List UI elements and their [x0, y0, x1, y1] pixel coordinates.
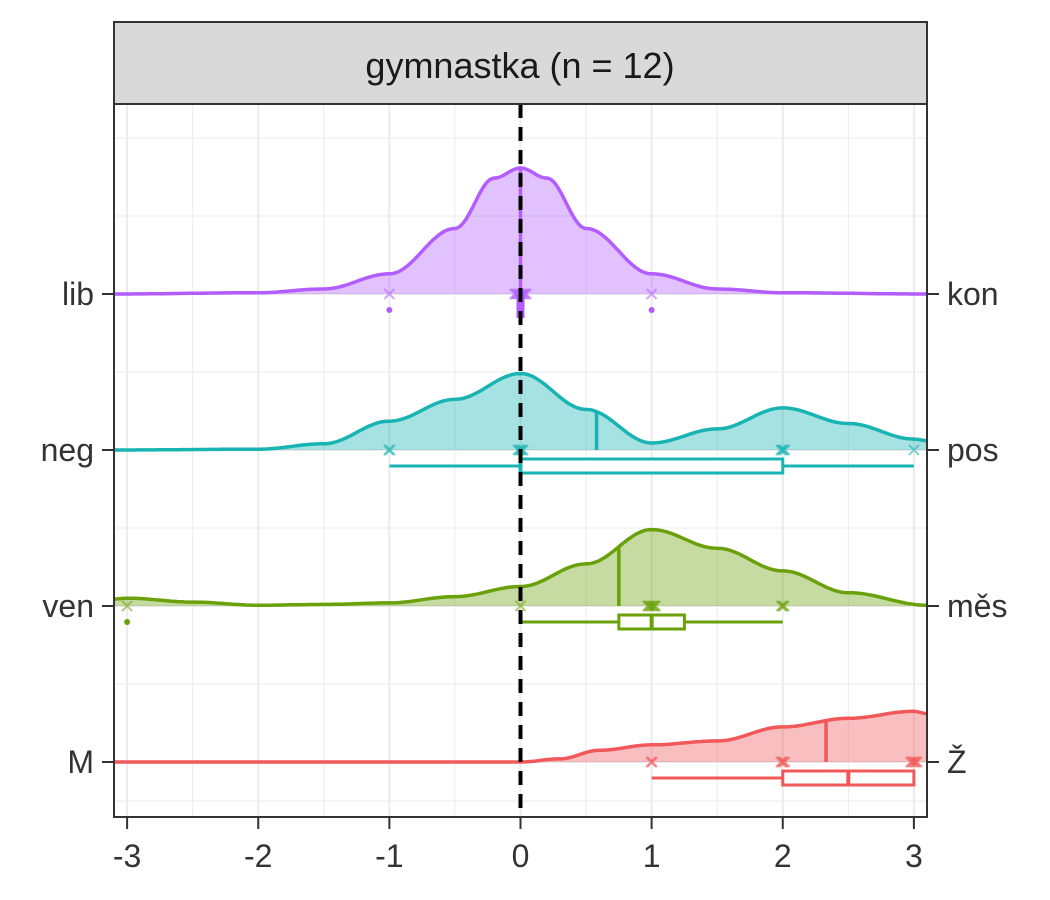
- density-area: [114, 529, 927, 606]
- x-tick-label: -3: [113, 838, 141, 874]
- ridge-row: [113, 527, 927, 631]
- y-label-right: kon: [947, 276, 999, 312]
- outlier-point: [124, 619, 131, 625]
- x-tick-label: -1: [375, 838, 403, 874]
- x-tick-label: 1: [643, 838, 661, 874]
- y-label-right: pos: [947, 432, 999, 468]
- data-point: [911, 756, 923, 768]
- strip-background: [113, 21, 928, 105]
- box: [519, 457, 785, 475]
- axes: lib kon neg pos ven měs M Ž -3 -2 -1 0 1 2 3: [41, 276, 1008, 874]
- data-point: [778, 600, 790, 612]
- data-point: [384, 444, 396, 456]
- x-tick-label: 2: [774, 838, 792, 874]
- strip-title: gymnastka (n = 12): [365, 45, 674, 86]
- y-label-left: neg: [41, 432, 94, 468]
- data-point: [514, 600, 527, 612]
- data-point: [649, 600, 662, 612]
- y-label-right: Ž: [947, 744, 967, 780]
- box: [516, 294, 525, 318]
- density-curve: [114, 371, 928, 452]
- data-point: [646, 756, 658, 768]
- x-tick-label: 3: [905, 838, 923, 874]
- data-point: [779, 756, 791, 768]
- y-label-right: měs: [947, 588, 1007, 624]
- y-label-left: M: [67, 744, 94, 780]
- density-curve: [113, 527, 927, 607]
- x-tick-label: 0: [512, 838, 530, 874]
- y-label-left: ven: [42, 588, 94, 624]
- outlier-point: [386, 307, 393, 313]
- data-point: [121, 600, 133, 612]
- data-point: [779, 444, 791, 456]
- x-tick-label: -2: [244, 838, 272, 874]
- density-area: [114, 711, 927, 762]
- data-point: [908, 444, 920, 456]
- outlier-point: [648, 307, 655, 313]
- data-point: [383, 288, 396, 300]
- data-point: [645, 288, 658, 300]
- y-label-left: lib: [62, 276, 94, 312]
